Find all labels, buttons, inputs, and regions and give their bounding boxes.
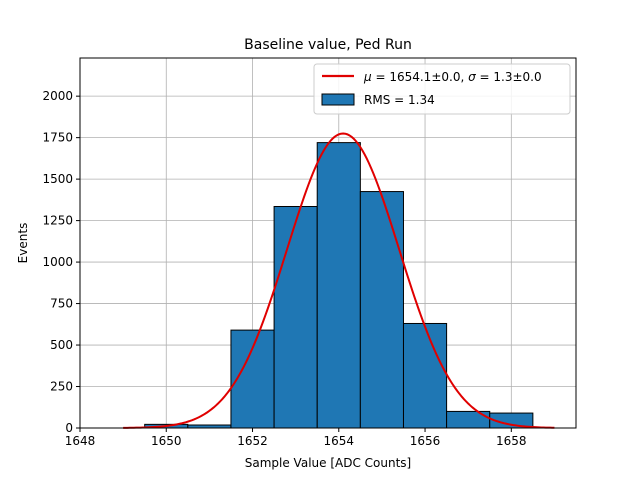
x-tick-label-0: 1648 — [65, 434, 96, 448]
y-tick-label-6: 1500 — [42, 172, 73, 186]
histogram-bar-3 — [273, 205, 318, 429]
y-tick-label-4: 1000 — [42, 255, 73, 269]
plot-frame — [79, 57, 577, 429]
legend-fit-label: μ = 1654.1±0.0, σ = 1.3±0.0 — [363, 70, 542, 84]
legend-box — [313, 63, 571, 115]
gaussian-fit-curve — [123, 132, 555, 429]
histogram-bar-5 — [359, 191, 404, 429]
legend: μ = 1654.1±0.0, σ = 1.3±0.0 RMS = 1.34 — [313, 63, 571, 115]
y-tick-label-1: 250 — [50, 380, 73, 394]
y-tick-label-3: 750 — [50, 297, 73, 311]
y-axis-label: Events — [16, 223, 30, 264]
y-tick-label-2: 500 — [50, 338, 73, 352]
legend-hist-swatch — [321, 93, 355, 106]
histogram-bar-6 — [402, 322, 448, 429]
legend-hist-label: RMS = 1.34 — [364, 93, 435, 107]
x-axis-ticks: 1648 1650 1652 1654 1656 1658 — [65, 428, 527, 448]
x-tick-label-1: 1650 — [151, 434, 182, 448]
x-tick-label-2: 1652 — [237, 434, 268, 448]
y-axis-ticks: 0 250 500 750 1000 1250 1500 1750 2000 — [42, 89, 80, 435]
x-axis-label: Sample Value [ADC Counts] — [245, 456, 411, 470]
x-tick-label-5: 1658 — [496, 434, 527, 448]
y-tick-label-7: 1750 — [42, 131, 73, 145]
histogram-bar-4 — [316, 142, 361, 429]
chart-title: Baseline value, Ped Run — [244, 37, 412, 53]
y-tick-label-0: 0 — [65, 421, 73, 435]
x-tick-label-3: 1654 — [324, 434, 355, 448]
x-tick-label-4: 1656 — [410, 434, 441, 448]
histogram-bars — [144, 142, 534, 429]
y-tick-label-8: 2000 — [42, 89, 73, 103]
y-tick-label-5: 1250 — [42, 214, 73, 228]
